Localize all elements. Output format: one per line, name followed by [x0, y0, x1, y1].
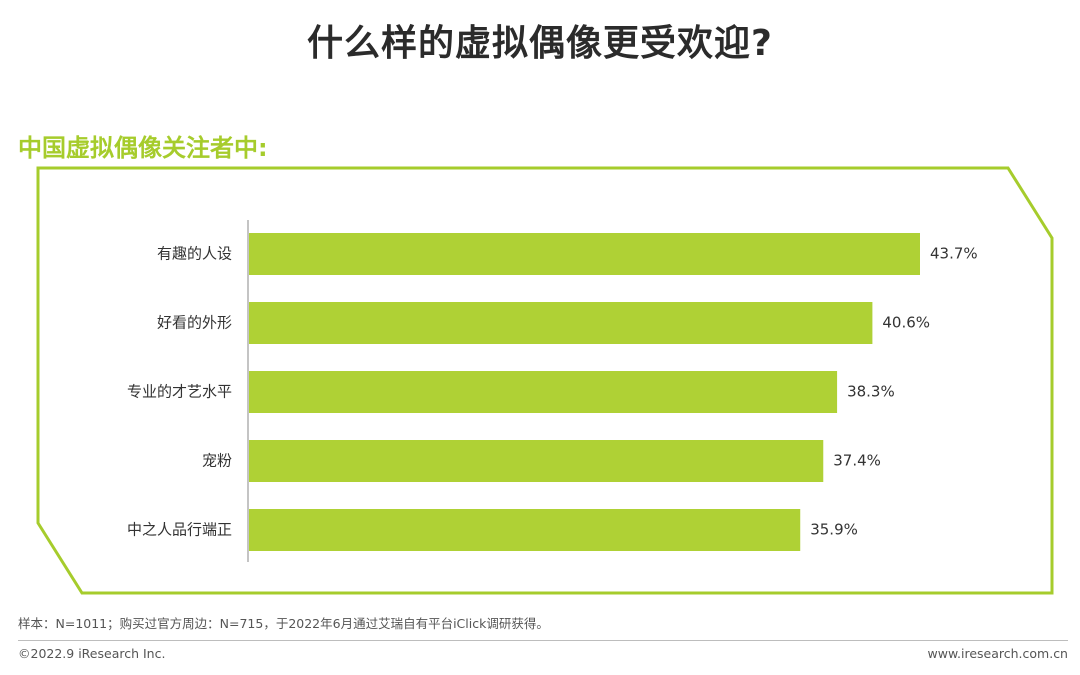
- frame-border: [36, 166, 1054, 595]
- bar: [249, 509, 801, 551]
- page-title: 什么样的虚拟偶像更受欢迎?: [307, 23, 773, 64]
- data-label: 40.6%: [882, 314, 930, 332]
- footer-divider: [18, 640, 1068, 641]
- category-label: 好看的外形: [157, 314, 232, 332]
- bar: [249, 302, 873, 344]
- chart-subtitle: 中国虚拟偶像关注者中:: [18, 134, 268, 162]
- category-label: 宠粉: [202, 452, 232, 470]
- footer-copyright: ©2022.9 iResearch Inc.: [18, 646, 166, 661]
- bar: [249, 440, 824, 482]
- bar: [249, 233, 920, 275]
- data-label: 43.7%: [930, 245, 978, 263]
- footer-website[interactable]: www.iresearch.com.cn: [927, 646, 1069, 661]
- footer-note: 样本：N=1011；购买过官方周边：N=715，于2022年6月通过艾瑞自有平台…: [18, 616, 549, 631]
- data-label: 37.4%: [833, 452, 881, 470]
- bar: [249, 371, 838, 413]
- category-label: 有趣的人设: [157, 245, 232, 263]
- category-label: 中之人品行端正: [127, 521, 232, 539]
- data-label: 38.3%: [847, 383, 895, 401]
- category-label: 专业的才艺水平: [127, 383, 232, 401]
- data-label: 35.9%: [810, 521, 858, 539]
